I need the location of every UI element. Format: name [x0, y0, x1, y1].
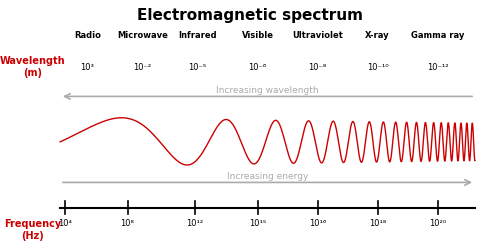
Text: 10⁻²: 10⁻² — [134, 62, 152, 71]
Text: 10⁸: 10⁸ — [120, 218, 134, 227]
Text: X-ray: X-ray — [365, 31, 390, 40]
Text: Frequency
(Hz): Frequency (Hz) — [4, 218, 61, 240]
Text: 10⁻⁵: 10⁻⁵ — [188, 62, 206, 71]
Text: 10⁻¹⁰: 10⁻¹⁰ — [366, 62, 388, 71]
Text: 10¹²: 10¹² — [186, 218, 204, 227]
Text: Radio: Radio — [74, 31, 101, 40]
Text: Visible: Visible — [242, 31, 274, 40]
Text: 10⁻⁶: 10⁻⁶ — [248, 62, 266, 71]
Text: Gamma ray: Gamma ray — [411, 31, 464, 40]
Text: Ultraviolet: Ultraviolet — [292, 31, 343, 40]
Text: Increasing energy: Increasing energy — [227, 171, 308, 180]
Text: Microwave: Microwave — [117, 31, 168, 40]
Text: Wavelength
(m): Wavelength (m) — [0, 56, 66, 78]
Text: 10⁴: 10⁴ — [58, 218, 72, 227]
Text: 10⁻¹²: 10⁻¹² — [427, 62, 448, 71]
Text: Infrared: Infrared — [178, 31, 217, 40]
Text: Increasing wavelength: Increasing wavelength — [216, 85, 319, 94]
Text: 10³: 10³ — [80, 62, 94, 71]
Text: 10¹⁶: 10¹⁶ — [309, 218, 326, 227]
Text: 10¹⁵: 10¹⁵ — [249, 218, 266, 227]
Text: Electromagnetic spectrum: Electromagnetic spectrum — [137, 8, 363, 22]
Text: 10¹⁸: 10¹⁸ — [369, 218, 386, 227]
Text: 10⁻⁸: 10⁻⁸ — [308, 62, 326, 71]
Text: 10²⁰: 10²⁰ — [429, 218, 446, 227]
